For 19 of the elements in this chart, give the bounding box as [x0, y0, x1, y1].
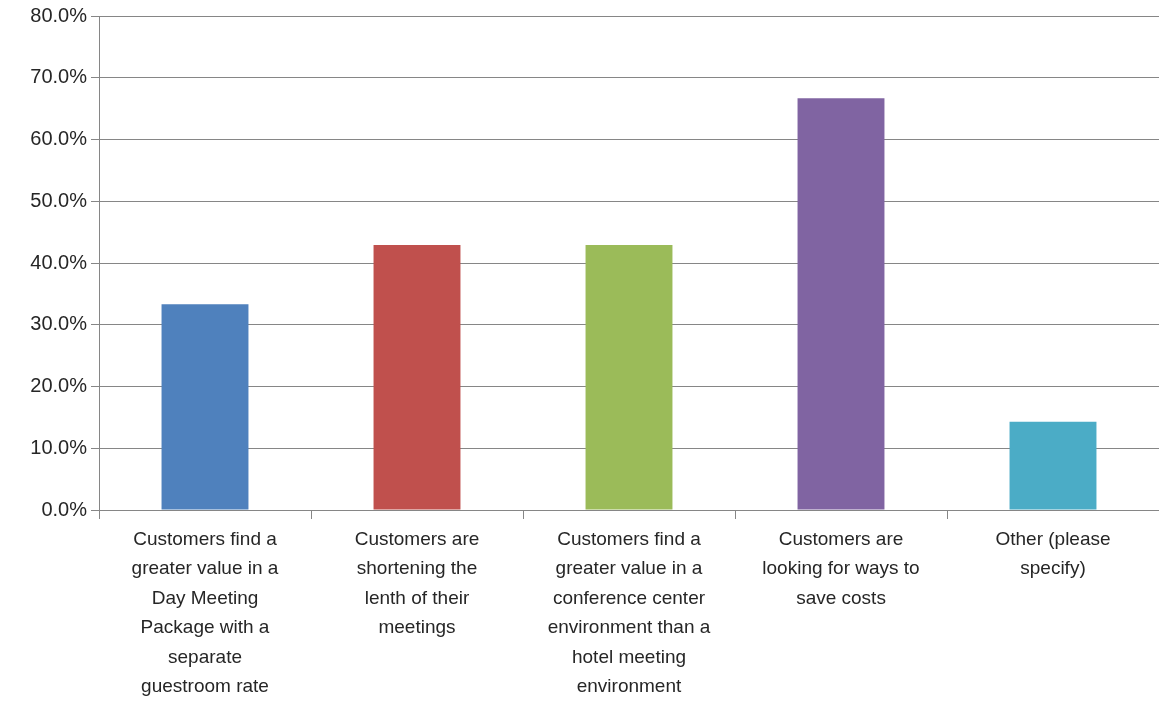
x-tick-label: Other (please specify) — [995, 527, 1111, 579]
y-tick-label: 80.0% — [30, 3, 88, 26]
y-tick-label: 60.0% — [30, 127, 88, 150]
bar — [373, 245, 461, 510]
y-tick-label: 20.0% — [30, 374, 88, 397]
bar — [1009, 421, 1097, 510]
y-tick-label: 10.0% — [30, 435, 88, 458]
y-tick-label: 30.0% — [30, 312, 88, 335]
bar — [797, 98, 885, 510]
y-tick-label: 0.0% — [41, 497, 88, 520]
bar — [161, 304, 249, 510]
y-tick-label: 50.0% — [30, 188, 88, 211]
x-tick-label: Customers find a greater value in a conference center environment than a hotel meeting environment — [547, 527, 711, 697]
y-tick-label: 70.0% — [30, 65, 88, 88]
x-tick-label: Customers are shortening the lenth of their meetings — [354, 527, 480, 638]
bar — [585, 245, 673, 510]
y-tick-label: 40.0% — [30, 250, 88, 273]
x-tick-label: Customers find a greater value in a Day Meeting Package with a separate guestroom rate — [131, 527, 279, 697]
x-tick-label: Customers are looking for ways to save costs — [762, 527, 920, 608]
